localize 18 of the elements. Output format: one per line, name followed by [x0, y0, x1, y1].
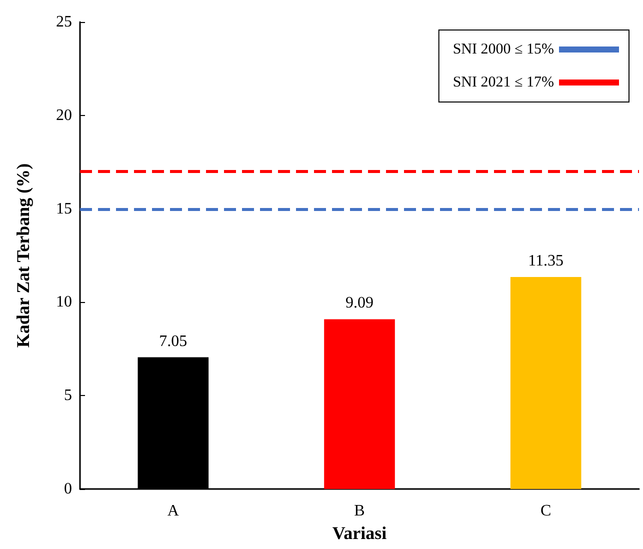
x-tick-label: A	[167, 502, 180, 520]
bar	[324, 319, 395, 489]
x-tick-label: B	[354, 502, 365, 520]
y-tick-label: 20	[56, 106, 72, 124]
y-tick-label: 25	[56, 14, 72, 30]
y-tick-label: 5	[64, 387, 72, 404]
y-axis-title: Kadar Zat Terbang (%)	[13, 163, 33, 348]
x-axis-title: Variasi	[332, 522, 387, 543]
bar	[510, 276, 582, 489]
y-tick-label: 10	[56, 294, 72, 311]
x-tick-label: C	[540, 502, 552, 520]
data-label: 11.35	[528, 252, 564, 270]
legend-label: SNI 2000 ≤ 15%	[452, 42, 554, 58]
data-label: 7.05	[159, 332, 188, 350]
data-label: 9.09	[346, 294, 374, 312]
legend-label: SNI 2021 ≤ 17%	[452, 74, 554, 90]
y-tick-label: 0	[64, 480, 72, 498]
y-tick-label: 15	[56, 200, 72, 218]
